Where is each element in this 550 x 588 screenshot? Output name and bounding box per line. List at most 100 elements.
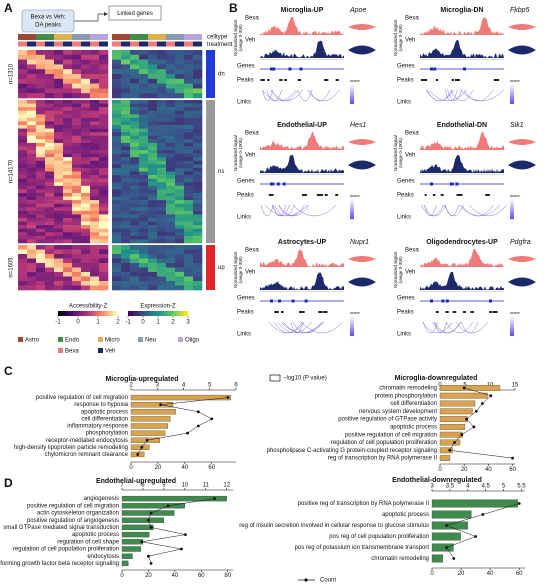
heat-cell bbox=[130, 132, 140, 137]
heat-cell bbox=[18, 272, 28, 277]
heat-cell bbox=[54, 249, 64, 255]
heat-cell bbox=[139, 217, 149, 222]
heat-cell bbox=[175, 207, 185, 212]
heat-cell bbox=[121, 239, 131, 244]
heat-cell bbox=[157, 167, 167, 172]
link-arc bbox=[266, 89, 283, 102]
heat-cell bbox=[90, 232, 100, 237]
heat-cell bbox=[18, 185, 28, 190]
heat-cell bbox=[27, 135, 37, 140]
heat-cell bbox=[112, 276, 122, 282]
arrow bbox=[74, 13, 104, 22]
heat-cell bbox=[148, 258, 158, 264]
heat-cell bbox=[54, 83, 64, 89]
count-dot bbox=[517, 502, 521, 505]
heat-cell bbox=[184, 210, 194, 215]
term-label: cell differentiation bbox=[81, 416, 128, 422]
exon bbox=[278, 299, 282, 303]
heat-cell bbox=[148, 128, 158, 133]
heat-cell bbox=[99, 263, 109, 268]
heat-cell bbox=[139, 267, 149, 273]
heat-cell bbox=[99, 107, 109, 112]
heat-cell bbox=[193, 117, 203, 122]
score-swatch bbox=[510, 86, 514, 89]
heat-cell bbox=[175, 150, 185, 154]
heat-cell bbox=[81, 214, 91, 219]
heat-cell bbox=[54, 93, 64, 99]
heat-cell bbox=[139, 125, 149, 129]
heat-cell bbox=[45, 142, 55, 147]
peak bbox=[302, 194, 306, 196]
heat-cell bbox=[99, 139, 109, 144]
bar bbox=[439, 416, 468, 422]
heat-cell bbox=[148, 117, 158, 122]
heat-cell bbox=[184, 69, 194, 75]
heat-cell bbox=[139, 254, 149, 259]
heat-cell bbox=[63, 110, 73, 115]
heat-cell bbox=[175, 153, 185, 158]
celltype-bar bbox=[63, 34, 72, 40]
heat-cell bbox=[54, 132, 64, 137]
track-label: Veh bbox=[245, 270, 255, 276]
heat-cell bbox=[81, 135, 91, 140]
heat-cell bbox=[139, 232, 149, 237]
heat-cell bbox=[148, 276, 158, 282]
heat-cell bbox=[36, 281, 46, 286]
heat-cell bbox=[184, 54, 194, 60]
link-arc bbox=[271, 89, 303, 102]
heat-cell bbox=[99, 135, 109, 140]
heat-cell bbox=[36, 142, 46, 147]
heat-cell bbox=[148, 178, 158, 183]
heat-cell bbox=[36, 64, 46, 70]
heat-cell bbox=[193, 103, 203, 108]
heat-cell bbox=[184, 254, 194, 259]
heat-cell bbox=[45, 171, 55, 176]
scale-swatch bbox=[176, 311, 179, 316]
heat-cell bbox=[121, 217, 131, 222]
axis-label: (range 0-1000) bbox=[398, 138, 403, 168]
scale-swatch bbox=[80, 311, 83, 316]
heat-cell bbox=[81, 254, 91, 259]
scale-swatch bbox=[60, 311, 63, 316]
heat-cell bbox=[90, 160, 100, 165]
heat-cell bbox=[184, 150, 194, 154]
heat-cell bbox=[45, 110, 55, 115]
heat-cell bbox=[36, 157, 46, 162]
heat-cell bbox=[112, 59, 122, 65]
score-swatch bbox=[350, 213, 354, 216]
heat-cell bbox=[90, 103, 100, 108]
scale-swatch bbox=[138, 311, 141, 316]
track-label: Peaks bbox=[397, 193, 414, 199]
tick-label: 0 bbox=[120, 573, 124, 579]
heat-cell bbox=[112, 107, 122, 112]
term-label: actin cytoskeleton organization bbox=[37, 511, 119, 517]
bar bbox=[431, 543, 454, 552]
heat-cell bbox=[148, 210, 158, 215]
heat-cell bbox=[130, 121, 140, 126]
heat-cell bbox=[90, 217, 100, 222]
heat-cell bbox=[139, 189, 149, 194]
heat-cell bbox=[81, 235, 91, 240]
heat-cell bbox=[148, 263, 158, 268]
score-swatch bbox=[510, 217, 514, 220]
heat-cell bbox=[90, 78, 100, 84]
count-dot bbox=[460, 433, 464, 437]
track-label: Links bbox=[397, 215, 411, 221]
heat-cell bbox=[27, 263, 37, 268]
count-dot bbox=[140, 540, 144, 544]
heat-cell bbox=[121, 88, 131, 94]
heat-cell bbox=[121, 267, 131, 273]
heat-cell bbox=[45, 100, 55, 104]
heat-cell bbox=[112, 267, 122, 273]
scale-swatch bbox=[150, 311, 153, 316]
heat-cell bbox=[166, 83, 176, 89]
heat-cell bbox=[18, 139, 28, 144]
heat-cell bbox=[72, 258, 82, 264]
heat-cell bbox=[90, 93, 100, 99]
heat-cell bbox=[112, 272, 122, 277]
heat-cell bbox=[121, 150, 131, 154]
heat-cell bbox=[72, 50, 82, 56]
heat-cell bbox=[157, 281, 167, 286]
heat-cell bbox=[121, 276, 131, 282]
heat-cell bbox=[99, 210, 109, 215]
